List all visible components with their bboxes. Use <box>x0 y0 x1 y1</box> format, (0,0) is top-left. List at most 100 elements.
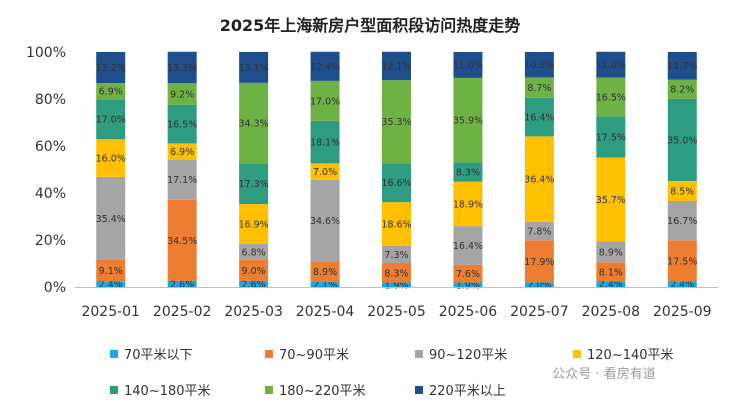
bar-segment <box>453 264 483 283</box>
bar-segment <box>524 282 554 287</box>
data-label: 6.9% <box>99 87 123 98</box>
data-label: 2.6% <box>242 279 266 290</box>
x-tick-label: 2025-08 <box>582 304 641 320</box>
bar-segment <box>596 157 626 242</box>
legend-swatch <box>573 350 581 358</box>
bar-segment <box>96 83 126 100</box>
legend-swatch <box>415 386 423 394</box>
y-tick-label: 0% <box>44 280 66 296</box>
data-label: 7.0% <box>313 167 337 178</box>
legend-item: 140~180平米 <box>110 384 211 399</box>
x-tick-label: 2025-09 <box>653 304 712 320</box>
data-label: 17.5% <box>596 132 626 143</box>
bar-segment <box>167 159 197 200</box>
data-label: 35.9% <box>453 116 483 127</box>
data-label: 8.1% <box>599 267 623 278</box>
bar-segment <box>239 280 269 287</box>
bar-segment <box>96 139 126 177</box>
bar-segment <box>524 97 554 137</box>
legend-swatch <box>110 350 118 358</box>
bar-segment <box>382 202 411 246</box>
data-label: 8.3% <box>456 167 480 178</box>
x-tick-label: 2025-06 <box>439 304 498 320</box>
bar-segment <box>239 163 269 205</box>
data-label: 18.6% <box>381 220 411 231</box>
data-label: 2.4% <box>670 280 694 291</box>
bar-segment <box>453 77 483 163</box>
legend-label: 140~180平米 <box>124 384 211 399</box>
bar-segment <box>596 241 626 263</box>
bar-segment <box>96 259 126 282</box>
data-label: 6.9% <box>170 147 194 158</box>
bar-segment <box>310 261 340 283</box>
y-tick-label: 60% <box>35 139 66 155</box>
bar-segment <box>382 163 411 203</box>
bar-segment <box>667 52 697 80</box>
data-label: 7.8% <box>527 227 551 238</box>
legend-item: 220平米以上 <box>415 384 506 399</box>
x-tick-label: 2025-03 <box>224 304 283 320</box>
bar-segment <box>310 51 340 81</box>
bar-segment <box>310 179 340 262</box>
data-label: 16.0% <box>96 153 126 164</box>
bar-segment <box>310 80 340 121</box>
data-label: 18.9% <box>453 199 483 210</box>
bar-segment <box>667 181 697 201</box>
bar-segment <box>310 163 340 180</box>
data-label: 18.1% <box>310 138 340 149</box>
data-label: 36.4% <box>524 175 554 186</box>
legend-label: 70平米以下 <box>124 348 193 363</box>
data-label: 17.5% <box>667 256 697 267</box>
data-label: 8.9% <box>313 267 337 278</box>
legend-swatch <box>415 350 423 358</box>
bar-segment <box>239 52 269 83</box>
data-label: 9.1% <box>99 266 123 277</box>
data-label: 34.3% <box>239 119 269 130</box>
bar-segment <box>310 282 340 287</box>
data-label: 12.1% <box>381 61 411 72</box>
data-label: 8.9% <box>599 247 623 258</box>
data-label: 16.9% <box>239 219 269 230</box>
bars: 2.4% 9.1% 35.4% 16.0% 17.0% 6.9% 13.2% 2.6% 34.5… <box>96 51 697 291</box>
bar-segment <box>524 240 554 283</box>
bar-segment <box>96 52 126 84</box>
data-label: 11.0% <box>453 60 483 71</box>
legend-item: 70平米以下 <box>110 348 193 363</box>
data-label: 35.3% <box>381 117 411 128</box>
data-label: 17.9% <box>524 257 554 268</box>
data-label: 34.6% <box>310 216 340 227</box>
bar-segment <box>239 82 269 164</box>
bar-segment <box>167 143 197 160</box>
bar-segment <box>596 77 626 117</box>
legend-swatch <box>110 386 118 394</box>
bar-segment <box>667 98 697 182</box>
data-label: 17.0% <box>96 115 126 126</box>
data-label: 9.2% <box>170 89 194 100</box>
data-label: 17.1% <box>167 175 197 186</box>
legend-item: 70~90平米 <box>265 348 349 363</box>
y-tick-label: 80% <box>35 92 66 108</box>
chart-title: 2025年上海新房户型面积段访问热度走势 <box>220 16 521 35</box>
data-label: 35.0% <box>667 135 697 146</box>
data-label: 2.4% <box>99 280 123 291</box>
bar-segment <box>667 240 697 282</box>
x-tick-label: 2025-01 <box>81 304 140 320</box>
x-tick-label: 2025-04 <box>296 304 355 320</box>
legend-item: 90~120平米 <box>415 348 507 363</box>
bar-segment <box>239 259 269 281</box>
bar-segment <box>524 221 554 241</box>
bar-segment <box>453 162 483 182</box>
data-label: 8.7% <box>527 83 551 94</box>
data-label: 9.0% <box>242 266 266 277</box>
watermark-line1: 公众号 · 看房有道 <box>552 366 655 382</box>
legend-label: 120~140平米 <box>587 348 674 363</box>
bar-segment <box>96 99 126 140</box>
data-label: 16.7% <box>667 216 697 227</box>
data-label: 34.5% <box>167 236 197 247</box>
bar-segment <box>524 136 554 222</box>
bar-segment <box>239 204 269 244</box>
legend-swatch <box>265 386 273 394</box>
data-label: 8.3% <box>384 268 408 279</box>
bar-segment <box>453 181 483 227</box>
bar-segment <box>310 120 340 164</box>
